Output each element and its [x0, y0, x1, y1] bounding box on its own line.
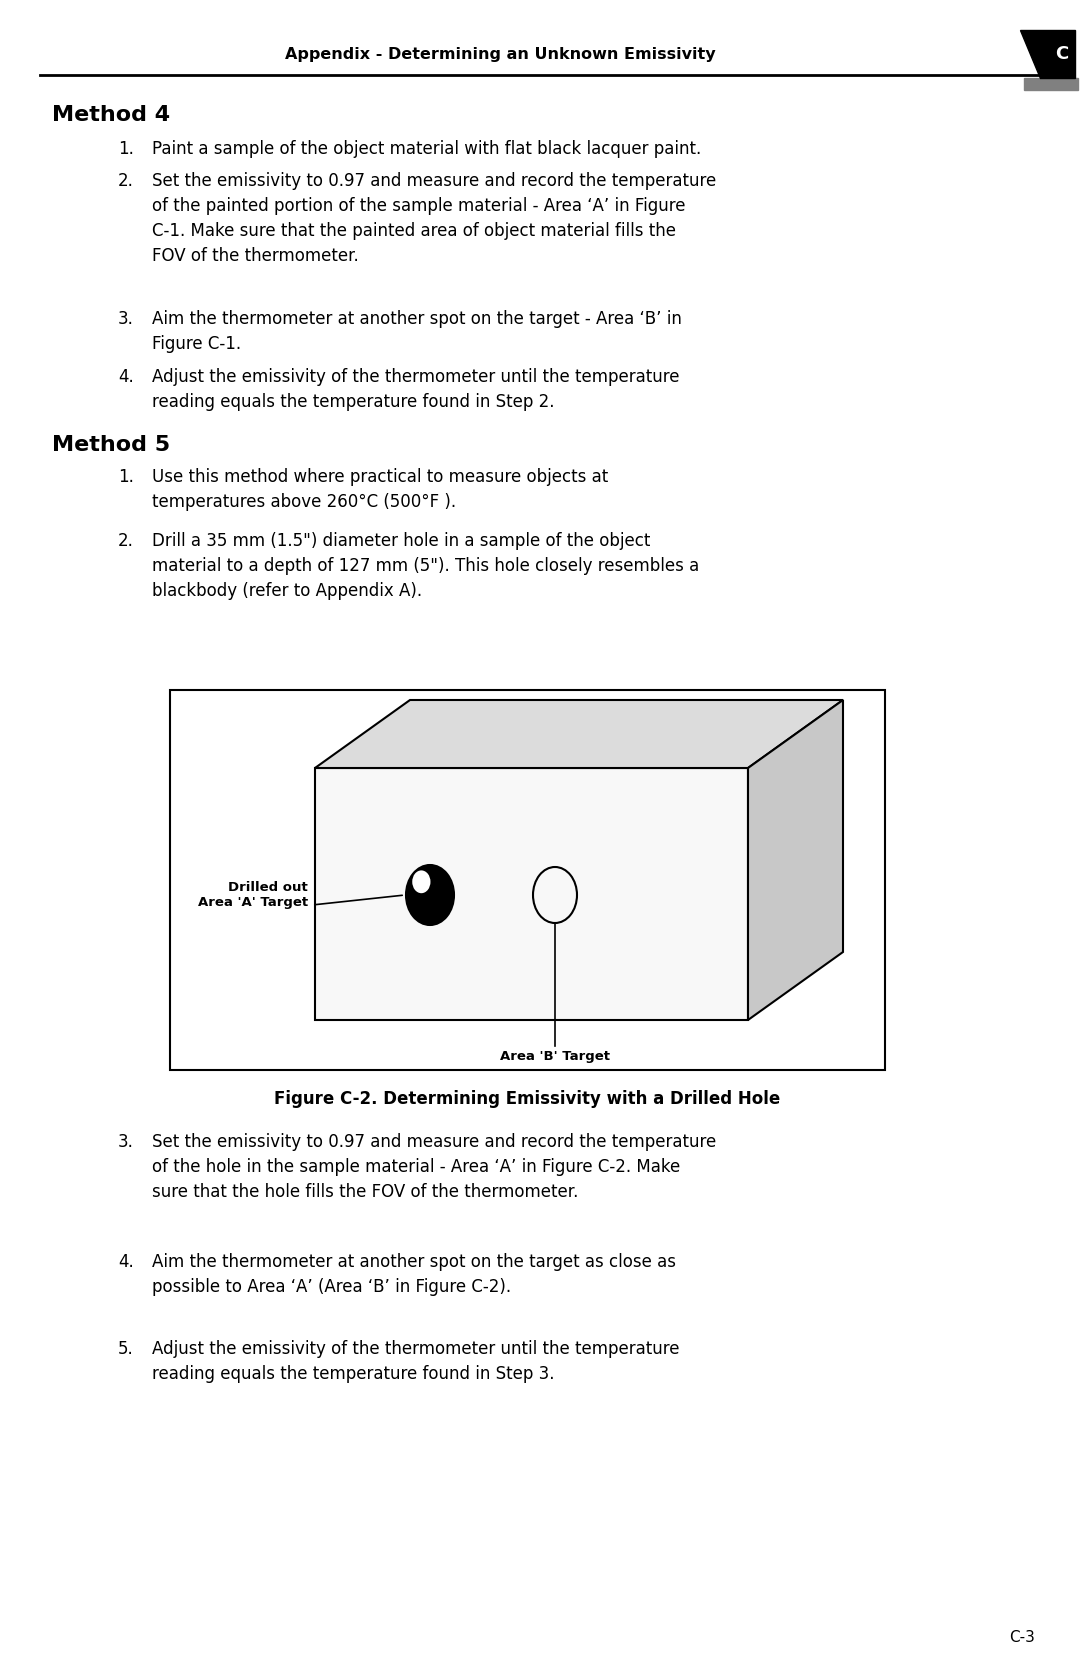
- Text: Drill a 35 mm (1.5") diameter hole in a sample of the object
material to a depth: Drill a 35 mm (1.5") diameter hole in a …: [152, 532, 699, 599]
- Text: 4.: 4.: [118, 367, 134, 386]
- Text: 2.: 2.: [118, 532, 134, 551]
- Polygon shape: [315, 699, 843, 768]
- Text: 3.: 3.: [118, 1133, 134, 1152]
- Text: Adjust the emissivity of the thermometer until the temperature
reading equals th: Adjust the emissivity of the thermometer…: [152, 367, 679, 411]
- Text: 2.: 2.: [118, 172, 134, 190]
- Text: Drilled out
Area 'A' Target: Drilled out Area 'A' Target: [198, 881, 308, 910]
- Text: Use this method where practical to measure objects at
temperatures above 260°C (: Use this method where practical to measu…: [152, 467, 608, 511]
- Text: Set the emissivity to 0.97 and measure and record the temperature
of the hole in: Set the emissivity to 0.97 and measure a…: [152, 1133, 716, 1202]
- Bar: [170, 689, 885, 1070]
- Text: Area 'B' Target: Area 'B' Target: [500, 1050, 610, 1063]
- Text: C: C: [1055, 45, 1068, 63]
- Text: Paint a sample of the object material with flat black lacquer paint.: Paint a sample of the object material wi…: [152, 140, 701, 159]
- Text: Adjust the emissivity of the thermometer until the temperature
reading equals th: Adjust the emissivity of the thermometer…: [152, 1340, 679, 1384]
- Text: C-3: C-3: [1009, 1631, 1035, 1646]
- Text: Method 5: Method 5: [52, 436, 171, 456]
- Text: 5.: 5.: [118, 1340, 134, 1359]
- Text: Aim the thermometer at another spot on the target - Area ‘B’ in
Figure C-1.: Aim the thermometer at another spot on t…: [152, 310, 681, 354]
- Ellipse shape: [406, 865, 454, 925]
- Text: Set the emissivity to 0.97 and measure and record the temperature
of the painted: Set the emissivity to 0.97 and measure a…: [152, 172, 716, 265]
- Text: Appendix - Determining an Unknown Emissivity: Appendix - Determining an Unknown Emissi…: [285, 47, 715, 62]
- Polygon shape: [1024, 78, 1078, 90]
- Ellipse shape: [534, 866, 577, 923]
- Text: Aim the thermometer at another spot on the target as close as
possible to Area ‘: Aim the thermometer at another spot on t…: [152, 1253, 676, 1297]
- Text: 1.: 1.: [118, 467, 134, 486]
- Text: 4.: 4.: [118, 1253, 134, 1272]
- Text: Method 4: Method 4: [52, 105, 171, 125]
- Polygon shape: [1020, 30, 1075, 78]
- Text: 3.: 3.: [118, 310, 134, 329]
- Bar: [315, 768, 748, 1020]
- Polygon shape: [748, 699, 843, 1020]
- Text: Figure C-2. Determining Emissivity with a Drilled Hole: Figure C-2. Determining Emissivity with …: [274, 1090, 780, 1108]
- Text: 1.: 1.: [118, 140, 134, 159]
- Ellipse shape: [413, 871, 431, 893]
